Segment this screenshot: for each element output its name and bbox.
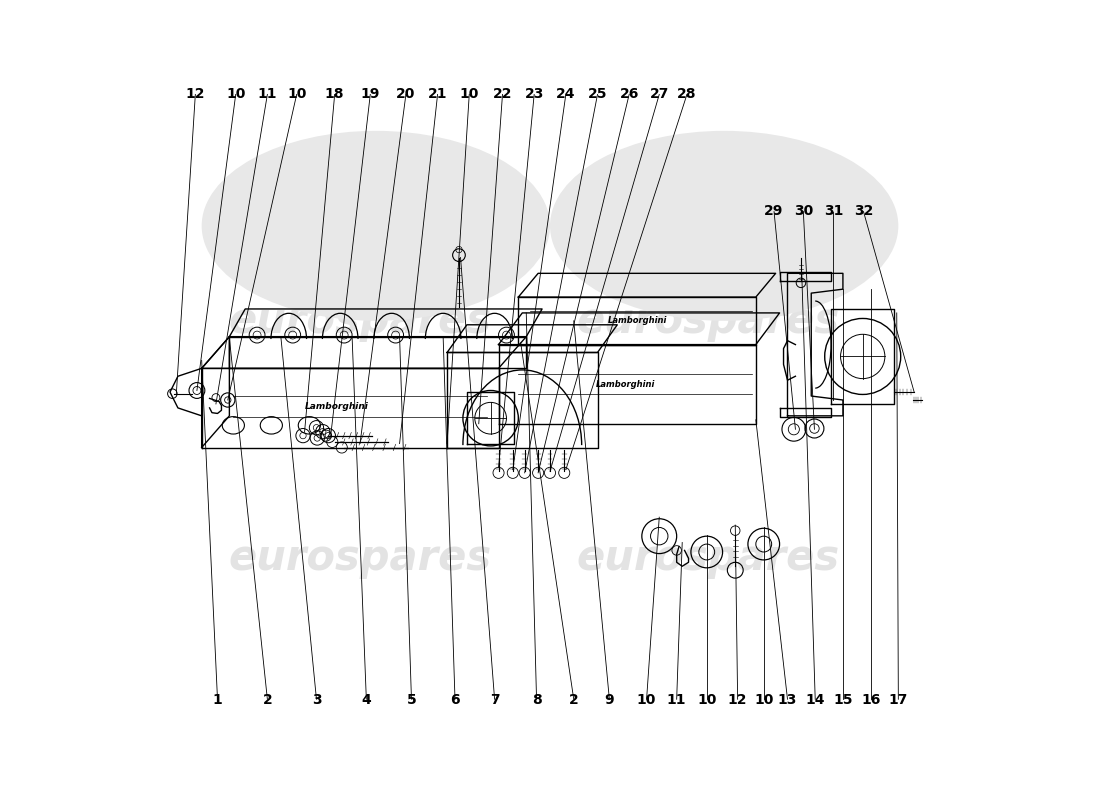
Text: 11: 11 — [667, 693, 686, 707]
Text: 6: 6 — [450, 693, 460, 707]
Text: 14: 14 — [805, 693, 825, 707]
Text: 16: 16 — [861, 693, 880, 707]
Text: 23: 23 — [525, 86, 543, 101]
Text: 24: 24 — [557, 86, 575, 101]
Text: 25: 25 — [587, 86, 607, 101]
Text: 29: 29 — [764, 204, 783, 218]
Text: 10: 10 — [226, 86, 245, 101]
Text: Lamborghini: Lamborghini — [595, 380, 654, 389]
Text: eurospares: eurospares — [576, 300, 840, 342]
Text: 27: 27 — [650, 86, 669, 101]
Text: 9: 9 — [605, 693, 614, 707]
Text: 10: 10 — [287, 86, 307, 101]
Text: 21: 21 — [428, 86, 448, 101]
Text: 30: 30 — [794, 204, 813, 218]
Text: eurospares: eurospares — [229, 538, 492, 579]
Text: Lamborghini: Lamborghini — [305, 402, 369, 411]
Text: 17: 17 — [889, 693, 908, 707]
Text: 13: 13 — [778, 693, 798, 707]
Text: 31: 31 — [824, 204, 843, 218]
Text: 22: 22 — [493, 86, 513, 101]
Text: Lamborghini: Lamborghini — [607, 316, 667, 326]
Text: eurospares: eurospares — [229, 300, 492, 342]
Text: 5: 5 — [407, 693, 416, 707]
Text: 2: 2 — [263, 693, 273, 707]
Text: 10: 10 — [637, 693, 657, 707]
Text: 15: 15 — [833, 693, 853, 707]
Text: 10: 10 — [460, 86, 478, 101]
Text: 12: 12 — [186, 86, 205, 101]
Text: eurospares: eurospares — [576, 538, 840, 579]
Text: 10: 10 — [697, 693, 716, 707]
Text: 20: 20 — [396, 86, 416, 101]
Text: 19: 19 — [361, 86, 379, 101]
Text: 11: 11 — [257, 86, 277, 101]
Ellipse shape — [201, 131, 550, 321]
Text: 26: 26 — [619, 86, 639, 101]
Text: 3: 3 — [311, 693, 321, 707]
Text: 18: 18 — [324, 86, 344, 101]
Text: 12: 12 — [728, 693, 747, 707]
Text: 8: 8 — [531, 693, 541, 707]
Text: 4: 4 — [362, 693, 371, 707]
Text: 7: 7 — [490, 693, 499, 707]
Text: 2: 2 — [569, 693, 579, 707]
Text: 10: 10 — [755, 693, 773, 707]
Ellipse shape — [550, 131, 899, 321]
Text: 32: 32 — [854, 204, 873, 218]
Text: 1: 1 — [212, 693, 222, 707]
Text: 28: 28 — [678, 86, 696, 101]
